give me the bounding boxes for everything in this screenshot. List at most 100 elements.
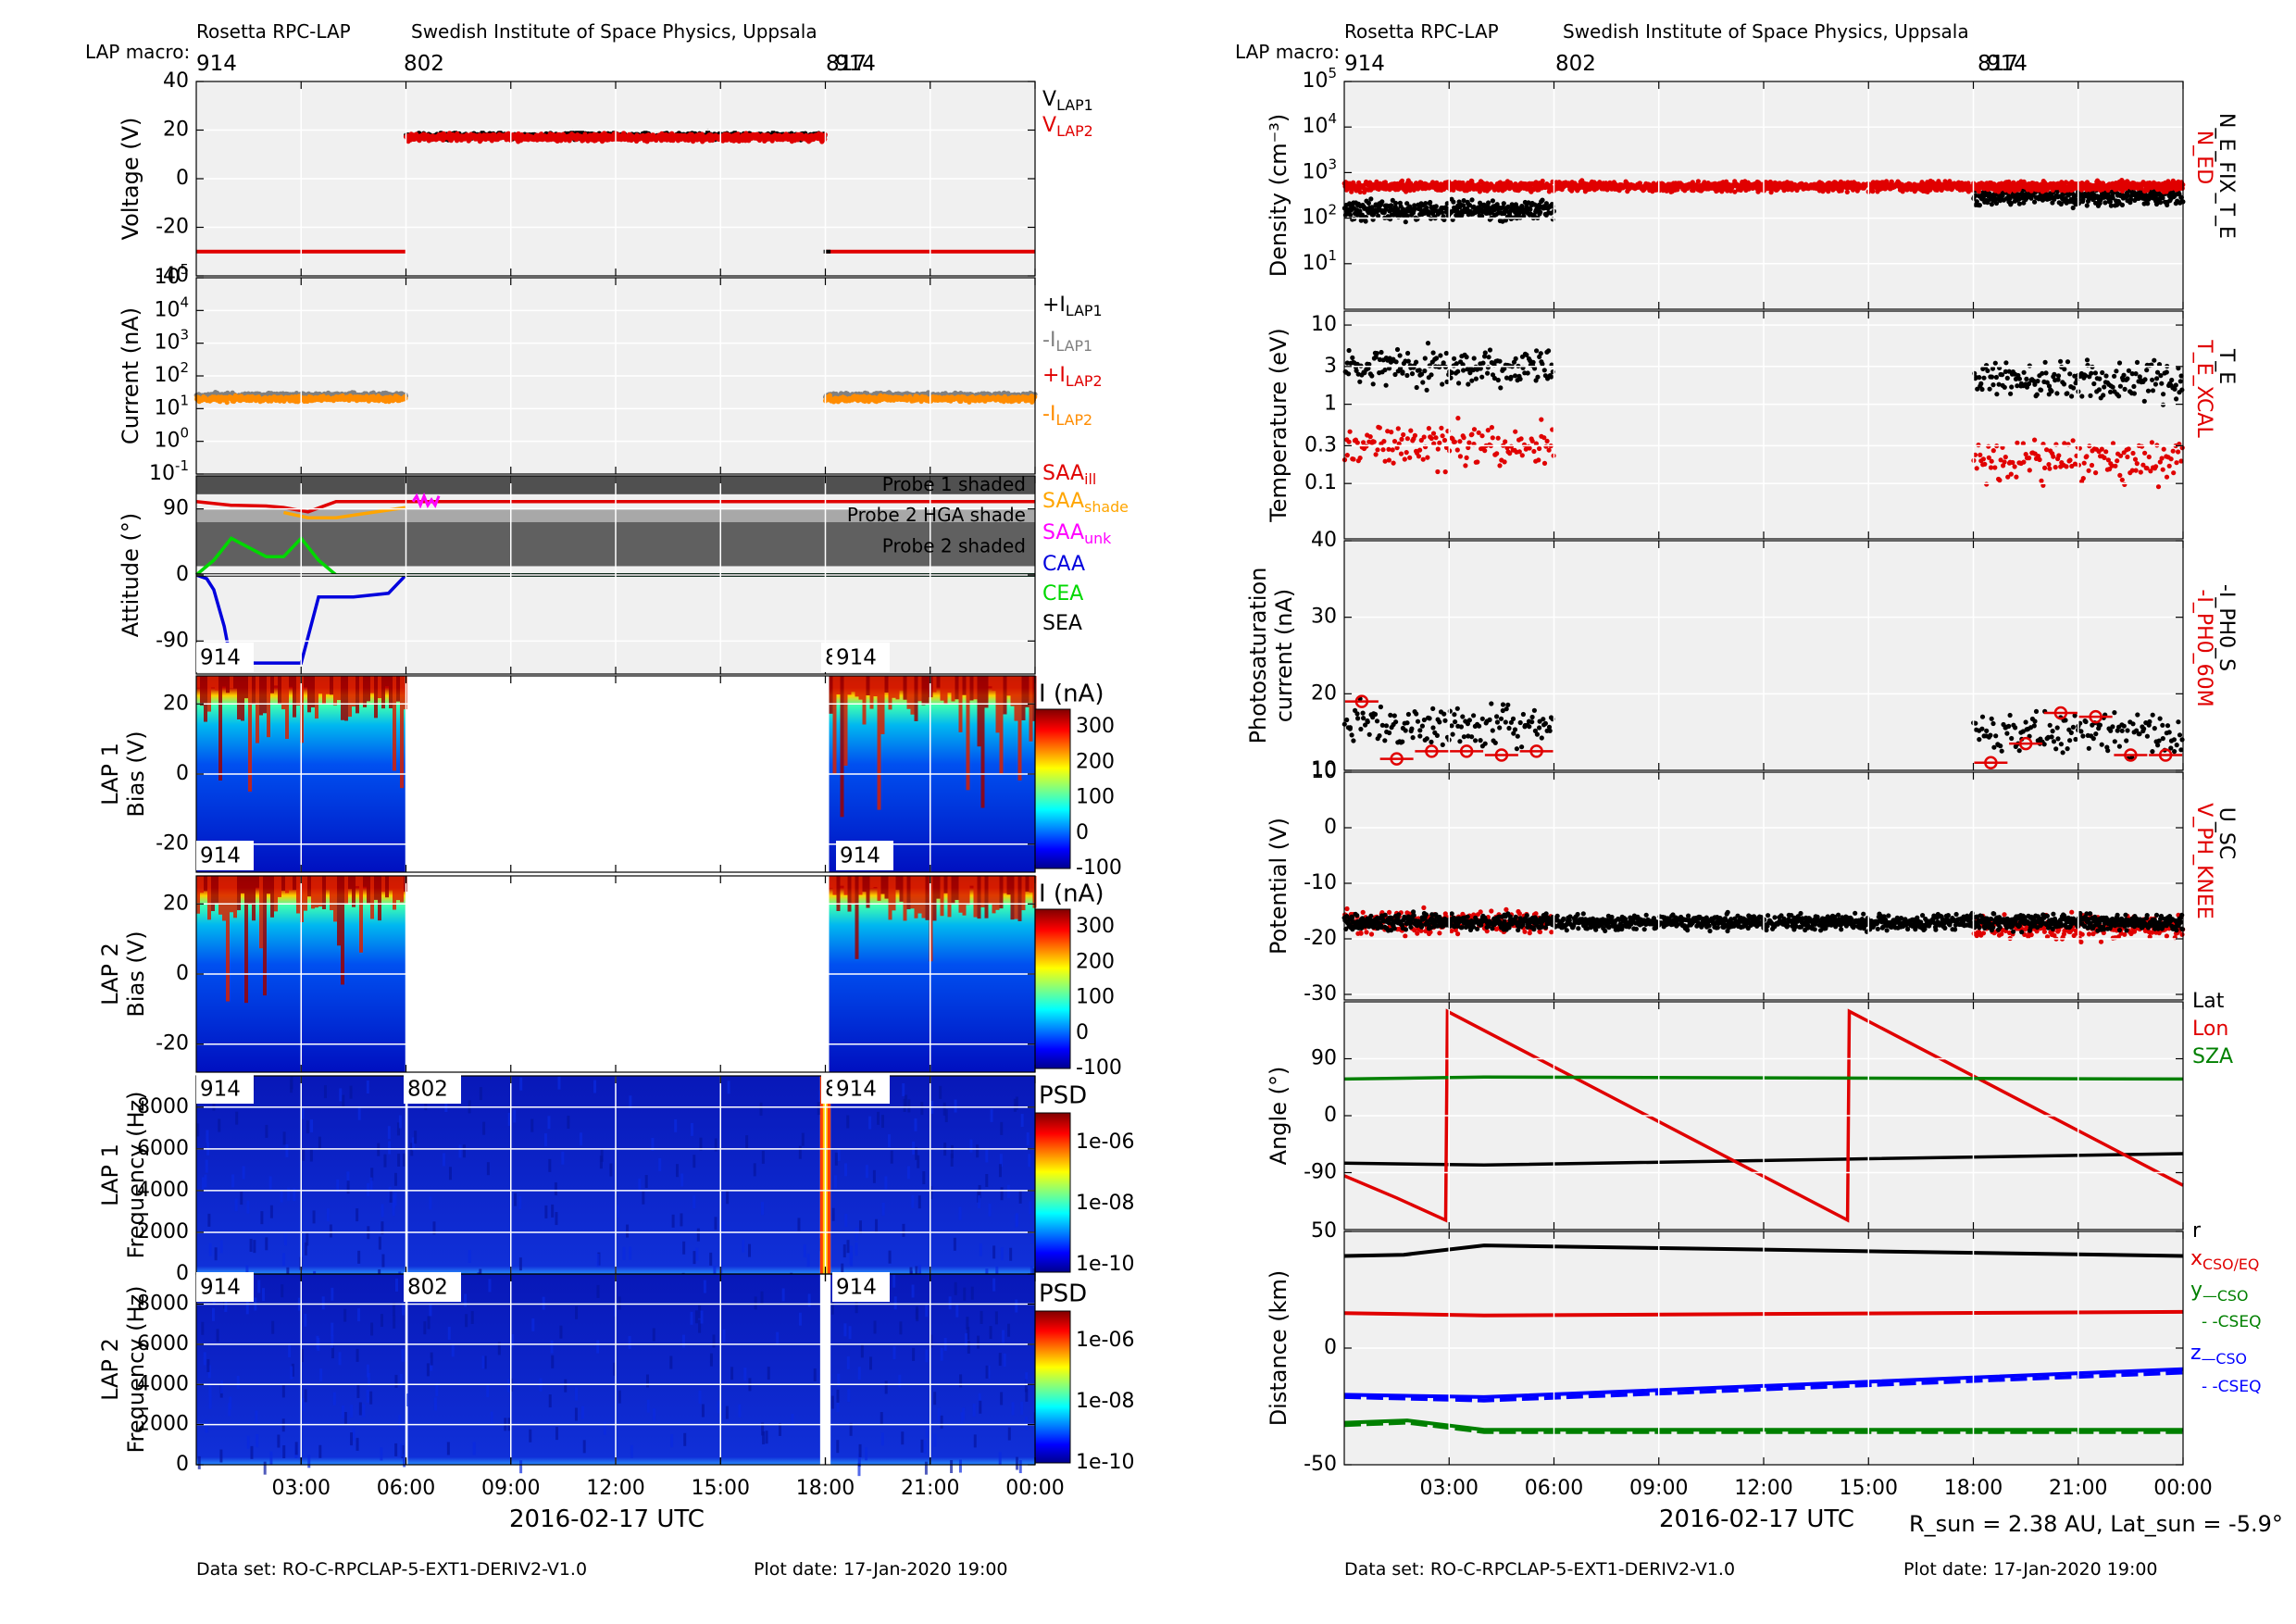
right-date-label: 2016-02-17 UTC bbox=[1659, 1505, 1854, 1533]
density-ne-fix-point-319 bbox=[1528, 206, 1533, 212]
lap1-spec-texture-0-71 bbox=[302, 1147, 306, 1161]
lap2-sweep-stripe-0-9 bbox=[230, 876, 233, 913]
lap1-spec-texture-2-79 bbox=[920, 1102, 924, 1116]
lap2-spec-texture-0-67 bbox=[357, 1308, 361, 1322]
lap1-sweep-stripe-1-28 bbox=[932, 676, 937, 693]
lap1-spec-texture-2-74 bbox=[905, 1094, 908, 1108]
lap1-spec-texture-2-35 bbox=[1026, 1132, 1029, 1146]
lap1-spec-texture-2-20 bbox=[880, 1115, 884, 1129]
lap2-sweep-stripe-1-13 bbox=[877, 876, 881, 901]
lap2-spec-texture-2-63 bbox=[1020, 1401, 1024, 1415]
lap2-spec-texture-1-53 bbox=[698, 1390, 702, 1404]
lap1-sweep-stripe-1-53 bbox=[1025, 676, 1029, 707]
lap2-spec-texture-2-32 bbox=[892, 1346, 896, 1360]
lap2-spec-texture-0-9 bbox=[362, 1404, 366, 1418]
right-dataset: Data set: RO-C-RPCLAP-5-EXT1-DERIV2-V1.0 bbox=[1344, 1559, 1736, 1580]
lap1-spec-texture-1-18 bbox=[622, 1246, 626, 1260]
lap2-spec-texture-1-18 bbox=[767, 1367, 770, 1380]
lap1-spec-texture-0-16 bbox=[342, 1094, 345, 1108]
density-ne-fix-point-88 bbox=[1392, 200, 1399, 206]
lap1-sweep-stripe-0-40 bbox=[344, 676, 348, 721]
lap1-spec-texture-2-30 bbox=[865, 1165, 868, 1179]
density-ne-fix-point-147 bbox=[1428, 199, 1433, 206]
lap2-spec-texture-1-12 bbox=[511, 1334, 515, 1348]
lap2-sweep-stripe-0-17 bbox=[259, 876, 263, 949]
lap2-spec-texture-2-70 bbox=[858, 1443, 862, 1457]
lap2-spec-texture-1-58 bbox=[670, 1434, 674, 1448]
lap2-spec-texture-1-25 bbox=[813, 1368, 817, 1381]
lap2-sweep-stripe-0-6 bbox=[218, 876, 222, 915]
lap1-spec-texture-1-3 bbox=[748, 1243, 752, 1257]
lap1-spec-texture-2-36 bbox=[855, 1227, 858, 1241]
lap2-sweep-stripe-1-0 bbox=[829, 876, 833, 888]
lap1-spec-texture-1-86 bbox=[596, 1254, 600, 1268]
lap2-sweep-stripe-1-2 bbox=[836, 876, 841, 911]
lap1-spec-texture-1-81 bbox=[429, 1196, 432, 1210]
lap1-spec-texture-1-57 bbox=[801, 1132, 805, 1146]
lap2-spec-texture-2-77 bbox=[972, 1404, 976, 1418]
lap1-spec-texture-2-44 bbox=[855, 1243, 858, 1256]
lap1-sweep-stripe-0-47 bbox=[370, 676, 374, 693]
lap2-spec-texture-0-57 bbox=[331, 1322, 334, 1336]
lap2-spec-texture-0-54 bbox=[393, 1315, 396, 1329]
lap1-spec-texture-0-56 bbox=[283, 1232, 287, 1246]
lap2-sweep-stripe-1-19 bbox=[899, 876, 904, 902]
lap2-sweep-stripe-0-41 bbox=[348, 876, 352, 890]
lap2-spec-texture-2-89 bbox=[977, 1335, 980, 1349]
lap1-spec-texture-2-57 bbox=[902, 1223, 905, 1237]
lap2-spec-texture-0-83 bbox=[350, 1432, 354, 1446]
lap1-sweep-stripe-1-46 bbox=[999, 676, 1004, 774]
lap2-spec-texture-1-52 bbox=[490, 1411, 493, 1425]
lap1-sweep-stripe-0-9 bbox=[230, 676, 233, 689]
density-ne-fix-point-340 bbox=[1540, 197, 1545, 203]
lap2-spec-texture-2-80 bbox=[884, 1380, 888, 1394]
lap1-spec-texture-2-55 bbox=[992, 1245, 996, 1259]
lap1-spec-texture-2-37 bbox=[846, 1115, 850, 1129]
lap1-sweep-stripe-1-37 bbox=[966, 676, 970, 791]
lap2-spec-texture-2-27 bbox=[998, 1353, 1002, 1367]
lap2-spec-texture-0-15 bbox=[271, 1320, 275, 1334]
lap2-sweep-stripe-1-24 bbox=[917, 876, 922, 914]
lap2-sweep-stripe-0-22 bbox=[278, 876, 281, 897]
lap2-sweep-stripe-0-4 bbox=[211, 876, 215, 912]
lap2-sweep-stripe-0-13 bbox=[244, 876, 248, 1004]
lap1-sweep-stripe-0-2 bbox=[204, 676, 207, 722]
lap1-spec-texture-1-7 bbox=[544, 1205, 548, 1218]
lap1-spec-texture-2-52 bbox=[906, 1166, 910, 1180]
lap1-sweep-stripe-1-9 bbox=[862, 676, 867, 725]
lap1-spec-texture-2-65 bbox=[858, 1220, 862, 1234]
lap2-sweep-stripe-1-15 bbox=[884, 876, 889, 899]
lap2-sweep-stripe-0-12 bbox=[241, 876, 244, 893]
lap2-spec-texture-1-48 bbox=[645, 1374, 649, 1388]
lap2-spec-texture-2-47 bbox=[836, 1440, 840, 1454]
lap1-sweep-stripe-0-22 bbox=[278, 676, 281, 704]
lap2-spec-texture-2-18 bbox=[898, 1374, 902, 1388]
lap1-spec-texture-0-57 bbox=[392, 1203, 395, 1217]
left-macro-1: 802 bbox=[404, 52, 444, 76]
density-ne-fix-point-254 bbox=[1490, 198, 1495, 204]
lap2-spec-texture-2-26 bbox=[948, 1296, 952, 1310]
lap1-sweep-stripe-0-43 bbox=[356, 676, 359, 714]
lap1-spec-texture-0-88 bbox=[377, 1143, 381, 1156]
lap2-spec-texture-0-51 bbox=[319, 1368, 323, 1382]
lap1-spec-texture-0-23 bbox=[280, 1189, 283, 1203]
lap2-spec-texture-0-77 bbox=[401, 1348, 405, 1362]
lap1-spec-texture-1-62 bbox=[742, 1239, 745, 1253]
lap2-spec-texture-1-23 bbox=[760, 1291, 764, 1305]
lap2-spec-texture-2-11 bbox=[998, 1452, 1002, 1466]
lap1-spec-texture-1-21 bbox=[518, 1196, 522, 1210]
lap1-spec-texture-0-13 bbox=[287, 1187, 291, 1201]
lap2-spec-texture-2-14 bbox=[923, 1440, 927, 1454]
lap1-spec-texture-0-35 bbox=[388, 1141, 392, 1155]
lap1-sweep-stripe-1-5 bbox=[847, 676, 852, 695]
lap2-spec-texture-1-51 bbox=[712, 1334, 716, 1348]
lap1-sweep-stripe-0-26 bbox=[293, 676, 296, 718]
lap1-sweep-stripe-1-18 bbox=[895, 676, 900, 700]
lap1-spec-texture-0-7 bbox=[265, 1124, 268, 1138]
lap2-sweep-stripe-1-50 bbox=[1014, 876, 1018, 919]
density-ne-fix-point-187 bbox=[1451, 199, 1456, 205]
lap1-spec-texture-1-65 bbox=[479, 1087, 482, 1101]
lap1-spec-texture-2-19 bbox=[877, 1111, 880, 1125]
lap1-sweep-stripe-0-32 bbox=[315, 676, 318, 719]
